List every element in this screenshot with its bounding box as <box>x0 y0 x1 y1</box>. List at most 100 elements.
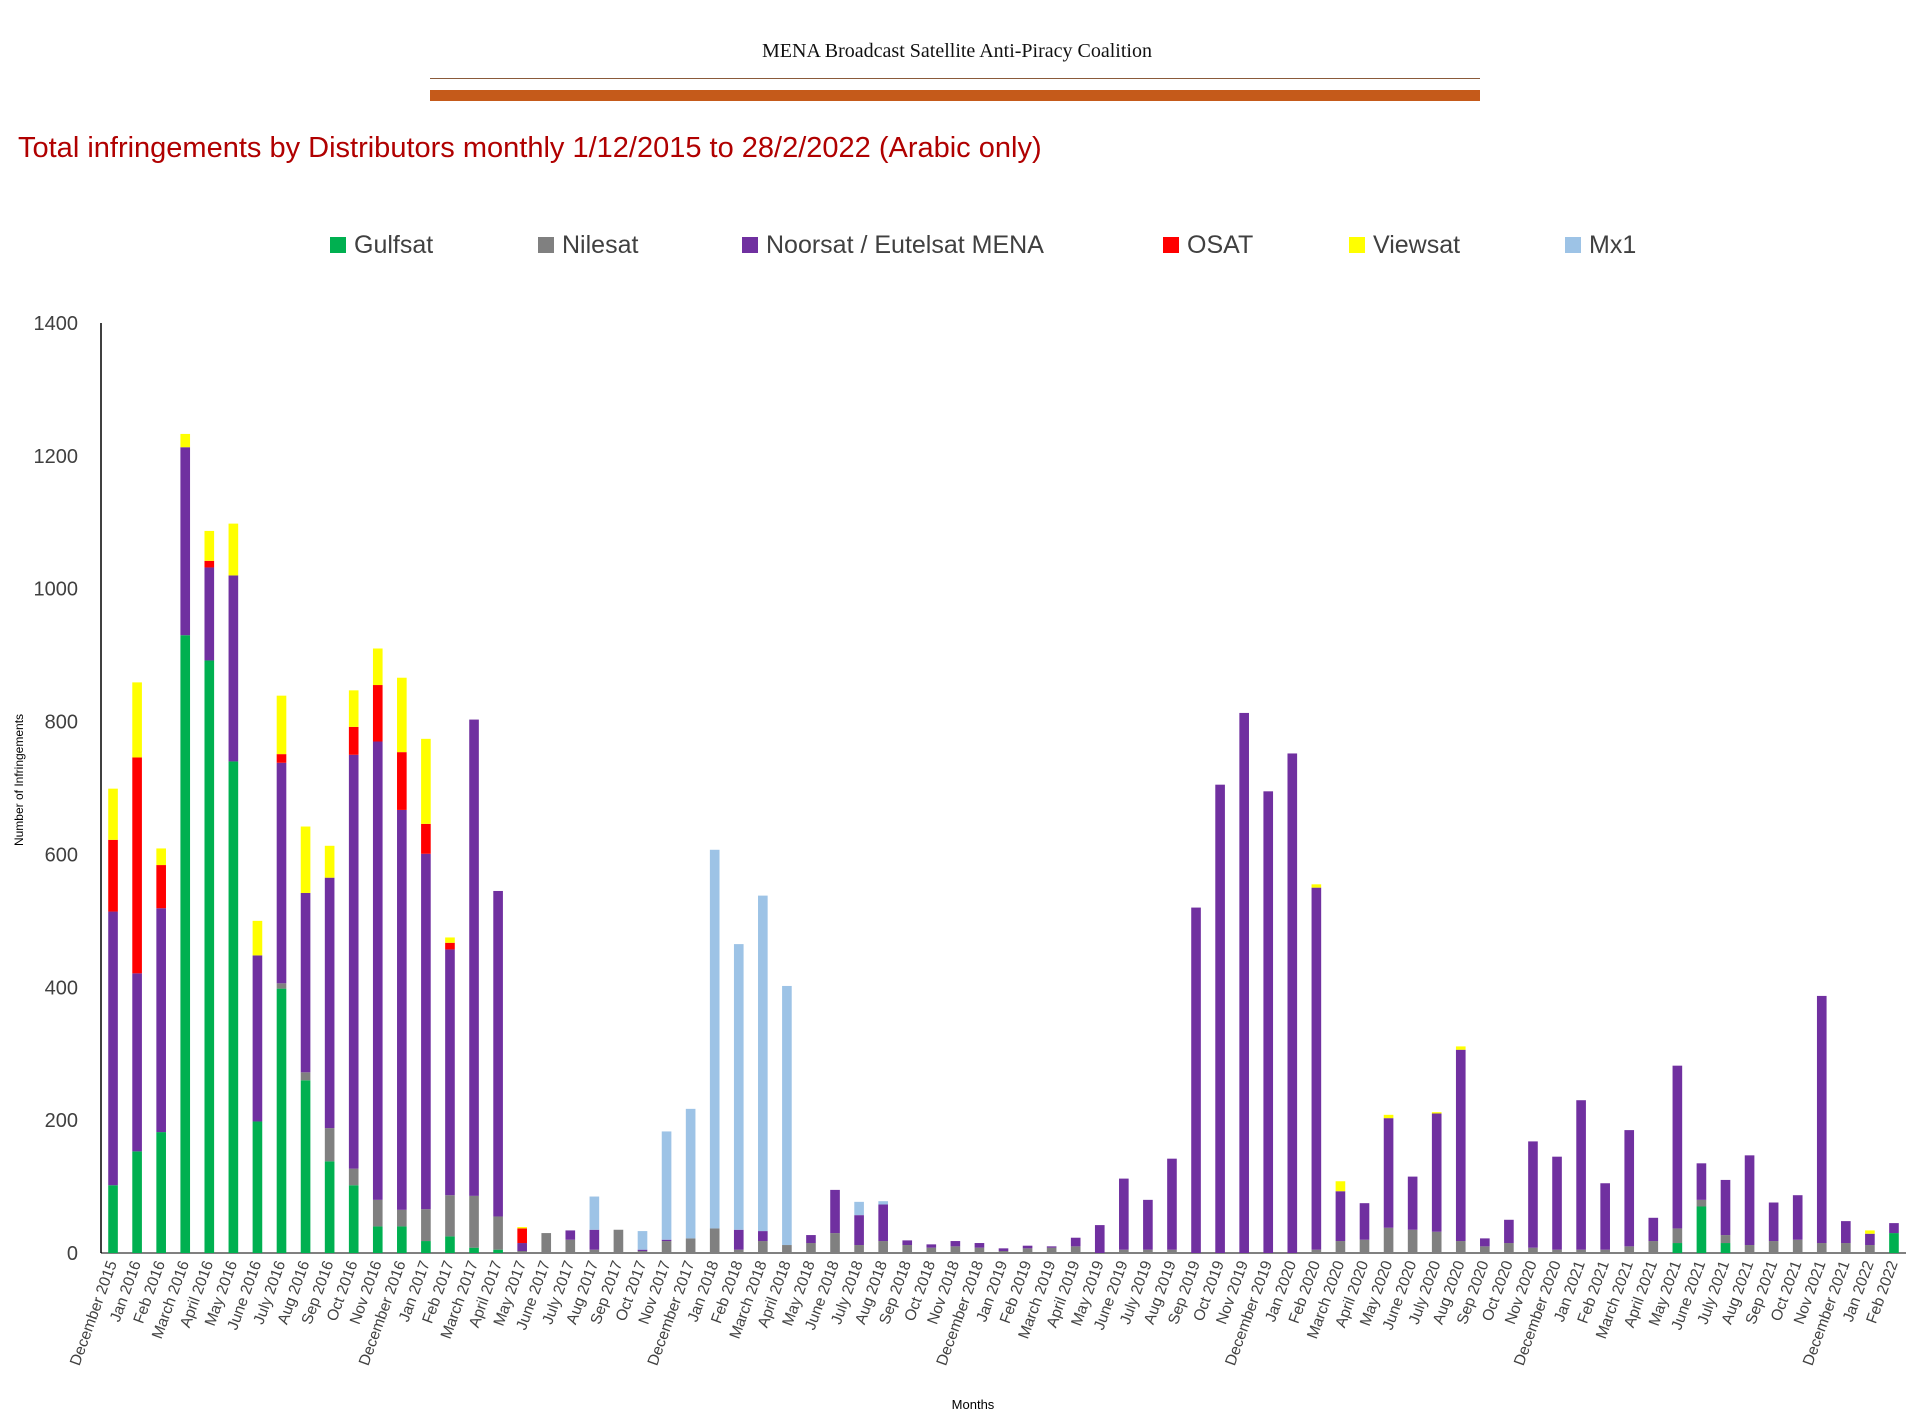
bar-segment-gulfsat <box>348 1185 359 1253</box>
bar-segment-gulfsat <box>228 761 239 1253</box>
bar-segment-noorsat-eutelsat-mena <box>1335 1191 1346 1242</box>
bar-segment-nilesat <box>1744 1245 1755 1253</box>
bar-segment-nilesat <box>1022 1248 1033 1253</box>
bar-segment-viewsat <box>372 648 383 686</box>
bar-segment-nilesat <box>926 1247 937 1253</box>
bar-segment-nilesat <box>1528 1247 1538 1253</box>
legend-swatch-2 <box>538 237 554 253</box>
bar-segment-gulfsat <box>1720 1243 1731 1253</box>
bar-segment-noorsat-eutelsat-mena <box>180 447 191 636</box>
bar-segment-noorsat-eutelsat-mena <box>1576 1100 1586 1250</box>
bar-segment-mx1 <box>878 1201 888 1205</box>
bar-segment-gulfsat <box>421 1241 431 1253</box>
bar-segment-nilesat <box>1383 1227 1394 1253</box>
bar-segment-noorsat-eutelsat-mena <box>1528 1141 1538 1248</box>
bar-segment-gulfsat <box>204 660 215 1253</box>
bar-segment-osat <box>204 560 215 568</box>
bar-segment-viewsat <box>517 1227 527 1229</box>
y-tick-label: 1400 <box>34 313 79 335</box>
legend-swatch-3 <box>742 237 758 253</box>
bar-segment-nilesat <box>758 1241 768 1253</box>
bar-segment-noorsat-eutelsat-mena <box>878 1204 888 1242</box>
bar-segment-nilesat <box>782 1245 792 1253</box>
bar-segment-noorsat-eutelsat-mena <box>1431 1113 1442 1232</box>
bar-segment-nilesat <box>1504 1243 1514 1253</box>
bar-segment-nilesat <box>1841 1243 1851 1253</box>
bar-segment-osat <box>108 839 118 912</box>
bar-segment-osat <box>372 685 383 742</box>
bar-segment-noorsat-eutelsat-mena <box>998 1248 1009 1252</box>
bar-segment-osat <box>348 726 359 755</box>
bar-segment-gulfsat <box>1672 1243 1683 1253</box>
bar-segment-viewsat <box>1335 1181 1346 1192</box>
bar-segment-nilesat <box>276 983 287 989</box>
bar-segment-nilesat <box>1070 1246 1081 1253</box>
bar-segment-nilesat <box>565 1239 576 1253</box>
bar-segment-noorsat-eutelsat-mena <box>1552 1156 1562 1250</box>
bar-segment-noorsat-eutelsat-mena <box>445 949 455 1196</box>
bar-segment-mx1 <box>758 895 768 1232</box>
bar-segment-noorsat-eutelsat-mena <box>204 567 215 661</box>
bar-segment-gulfsat <box>276 988 287 1253</box>
bar-segment-gulfsat <box>108 1185 118 1253</box>
bar-segment-noorsat-eutelsat-mena <box>493 890 503 1217</box>
bar-segment-nilesat <box>541 1233 552 1253</box>
bar-segment-mx1 <box>733 944 744 1230</box>
bar-segment-gulfsat <box>445 1236 455 1253</box>
bar-segment-noorsat-eutelsat-mena <box>421 853 431 1210</box>
bar-segment-nilesat <box>1359 1239 1370 1253</box>
bar-segment-nilesat <box>830 1233 840 1253</box>
bar-segment-nilesat <box>1624 1246 1635 1253</box>
bar-segment-nilesat <box>974 1247 985 1253</box>
bar-segment-noorsat-eutelsat-mena <box>1311 887 1322 1250</box>
bar-segment-viewsat <box>156 848 166 866</box>
bar-segment-noorsat-eutelsat-mena <box>661 1239 672 1242</box>
bar-segment-nilesat <box>1431 1231 1442 1253</box>
bar-segment-noorsat-eutelsat-mena <box>1792 1195 1803 1240</box>
bar-segment-osat <box>156 865 166 909</box>
bar-segment-nilesat <box>1311 1249 1322 1253</box>
bar-segment-noorsat-eutelsat-mena <box>1287 753 1298 1253</box>
bar-segment-viewsat <box>1455 1046 1466 1050</box>
bar-segment-noorsat-eutelsat-mena <box>1359 1203 1370 1240</box>
bar-segment-noorsat-eutelsat-mena <box>830 1189 840 1234</box>
bar-segment-mx1 <box>589 1196 600 1230</box>
bar-segment-viewsat <box>1311 884 1322 888</box>
bar-segment-nilesat <box>1768 1241 1779 1253</box>
bar-segment-noorsat-eutelsat-mena <box>758 1231 768 1242</box>
bar-segment-nilesat <box>878 1241 888 1253</box>
bar-segment-noorsat-eutelsat-mena <box>1672 1065 1683 1229</box>
bar-segment-noorsat-eutelsat-mena <box>1696 1163 1707 1200</box>
bar-segment-viewsat <box>228 523 239 576</box>
bar-segment-noorsat-eutelsat-mena <box>1648 1217 1659 1242</box>
bar-segment-viewsat <box>300 826 311 893</box>
bar-segment-gulfsat <box>1696 1206 1707 1253</box>
bar-segment-nilesat <box>1046 1247 1057 1253</box>
y-tick-label: 800 <box>45 712 78 734</box>
bar-segment-viewsat <box>421 738 431 824</box>
bar-segment-noorsat-eutelsat-mena <box>1624 1130 1635 1247</box>
bar-segment-nilesat <box>421 1209 431 1242</box>
bar-segment-nilesat <box>806 1243 816 1253</box>
bar-segment-noorsat-eutelsat-mena <box>1143 1199 1153 1250</box>
bar-segment-gulfsat <box>372 1226 383 1253</box>
bar-segment-nilesat <box>1865 1245 1875 1253</box>
bar-segment-noorsat-eutelsat-mena <box>733 1229 744 1250</box>
bar-segment-nilesat <box>637 1251 648 1253</box>
bar-segment-nilesat <box>445 1195 455 1237</box>
bar-segment-noorsat-eutelsat-mena <box>854 1215 864 1246</box>
header-divider-thin <box>430 78 1480 79</box>
bar-segment-noorsat-eutelsat-mena <box>1816 995 1827 1244</box>
organization-header: MENA Broadcast Satellite Anti-Piracy Coa… <box>762 40 1152 62</box>
bar-segment-nilesat <box>493 1216 503 1250</box>
bar-segment-nilesat <box>1407 1229 1418 1253</box>
bar-segment-nilesat <box>709 1228 720 1253</box>
bar-segment-viewsat <box>252 920 263 956</box>
bar-segment-noorsat-eutelsat-mena <box>1383 1118 1394 1228</box>
bar-segment-noorsat-eutelsat-mena <box>348 754 359 1169</box>
bar-segment-noorsat-eutelsat-mena <box>1720 1179 1731 1236</box>
y-tick-label: 600 <box>45 844 78 866</box>
bar-segment-viewsat <box>204 530 215 561</box>
bar-segment-mx1 <box>854 1201 864 1216</box>
bar-segment-mx1 <box>637 1231 648 1250</box>
